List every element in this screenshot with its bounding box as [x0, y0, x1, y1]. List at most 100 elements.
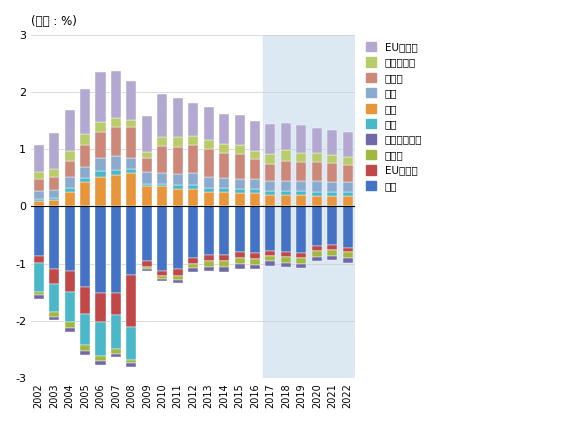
- Bar: [327, 255, 337, 260]
- Bar: [65, 192, 74, 206]
- Bar: [235, 258, 245, 264]
- Bar: [188, 189, 198, 206]
- Bar: [265, 164, 276, 181]
- Bar: [173, 280, 183, 283]
- Bar: [296, 264, 307, 268]
- Bar: [111, 349, 121, 354]
- Bar: [34, 263, 43, 292]
- Bar: [142, 158, 152, 172]
- Bar: [265, 124, 276, 154]
- Bar: [49, 200, 59, 206]
- Bar: [126, 360, 136, 363]
- Bar: [312, 192, 322, 196]
- Bar: [96, 294, 105, 322]
- Bar: [157, 94, 167, 137]
- Bar: [327, 155, 337, 163]
- Bar: [219, 266, 229, 272]
- Bar: [142, 116, 152, 152]
- Bar: [80, 134, 90, 145]
- Bar: [65, 292, 74, 322]
- Bar: [34, 145, 43, 172]
- Bar: [312, 153, 322, 162]
- Bar: [250, 206, 260, 253]
- Bar: [34, 172, 43, 179]
- Bar: [250, 159, 260, 179]
- Bar: [49, 206, 59, 269]
- Bar: [204, 177, 214, 188]
- Bar: [188, 185, 198, 189]
- Bar: [173, 147, 183, 174]
- Bar: [281, 257, 291, 263]
- Bar: [296, 125, 307, 153]
- Bar: [204, 255, 214, 261]
- Bar: [157, 184, 167, 187]
- Bar: [96, 322, 105, 357]
- Bar: [157, 271, 167, 276]
- Bar: [96, 72, 105, 122]
- Bar: [296, 195, 307, 206]
- Bar: [188, 268, 198, 272]
- Bar: [281, 161, 291, 181]
- Bar: [204, 261, 214, 266]
- Bar: [327, 206, 337, 245]
- Bar: [34, 201, 43, 206]
- Bar: [173, 98, 183, 137]
- Bar: [296, 162, 307, 181]
- Bar: [235, 179, 245, 189]
- Bar: [343, 157, 353, 165]
- Bar: [281, 123, 291, 150]
- Bar: [34, 199, 43, 201]
- Bar: [265, 191, 276, 195]
- Bar: [281, 206, 291, 252]
- Bar: [204, 192, 214, 206]
- Bar: [343, 165, 353, 182]
- Bar: [235, 206, 245, 252]
- Bar: [265, 206, 276, 251]
- Bar: [281, 181, 291, 191]
- Bar: [219, 206, 229, 255]
- Bar: [219, 255, 229, 261]
- Bar: [142, 206, 152, 261]
- Bar: [204, 266, 214, 271]
- Bar: [111, 71, 121, 118]
- Bar: [250, 151, 260, 159]
- Bar: [96, 158, 105, 171]
- Bar: [65, 188, 74, 192]
- Bar: [219, 261, 229, 266]
- Bar: [126, 327, 136, 360]
- Bar: [157, 173, 167, 184]
- Bar: [96, 357, 105, 361]
- Bar: [265, 251, 276, 255]
- Bar: [157, 279, 167, 281]
- Bar: [80, 168, 90, 179]
- Bar: [250, 259, 260, 265]
- Bar: [111, 206, 121, 294]
- Bar: [96, 171, 105, 176]
- Bar: [142, 184, 152, 187]
- Bar: [157, 146, 167, 173]
- Bar: [250, 121, 260, 151]
- Bar: [34, 179, 43, 191]
- Bar: [327, 192, 337, 196]
- Bar: [281, 252, 291, 257]
- Bar: [263, 35, 355, 378]
- Bar: [80, 206, 90, 287]
- Bar: [157, 206, 167, 271]
- Bar: [188, 258, 198, 264]
- Bar: [111, 170, 121, 175]
- Bar: [111, 127, 121, 156]
- Bar: [49, 317, 59, 320]
- Bar: [49, 133, 59, 169]
- Bar: [65, 151, 74, 161]
- Bar: [343, 247, 353, 252]
- Bar: [173, 276, 183, 280]
- Bar: [327, 163, 337, 182]
- Bar: [327, 182, 337, 192]
- Legend: EU채권국, 신흥아시아, 산유국, 일본, 중국, 기타, 중동아프리카, 중남미, EU채무국, 미국: EU채권국, 신흥아시아, 산유국, 일본, 중국, 기타, 중동아프리카, 중…: [364, 40, 424, 193]
- Bar: [142, 152, 152, 158]
- Bar: [80, 313, 90, 345]
- Bar: [296, 253, 307, 258]
- Bar: [126, 169, 136, 173]
- Bar: [219, 114, 229, 144]
- Bar: [173, 185, 183, 189]
